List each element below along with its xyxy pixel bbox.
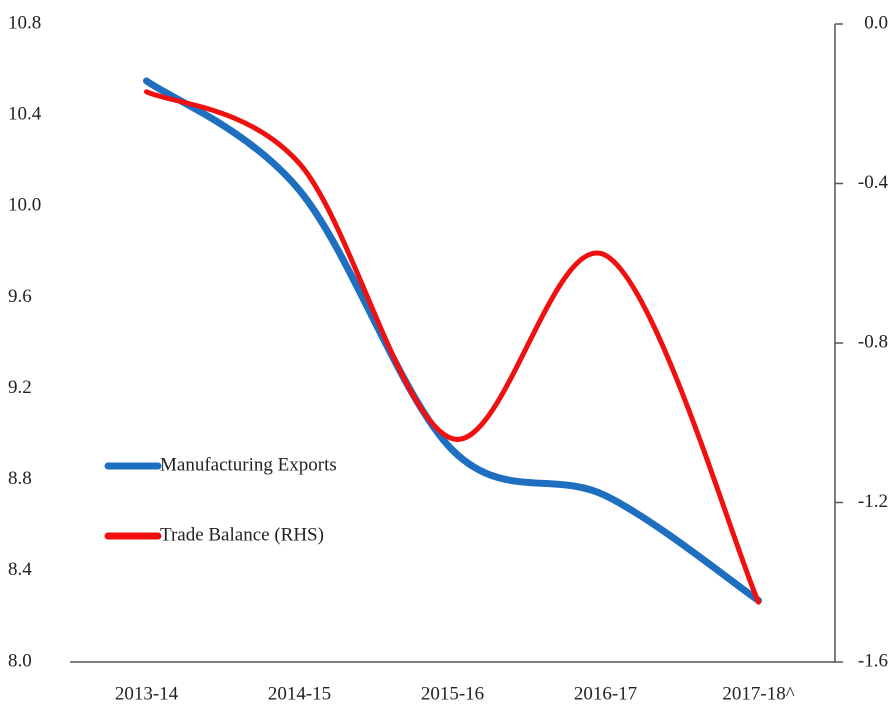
y-tick-label: 8.0 — [8, 650, 32, 671]
y-tick-label: 10.0 — [8, 195, 41, 216]
x-tick-label: 2014-15 — [268, 683, 331, 704]
y2-tick-label: -0.8 — [858, 331, 888, 352]
line-series — [143, 77, 762, 604]
y-tick-label: 8.4 — [8, 559, 32, 580]
y2-tick-label: -1.2 — [858, 491, 888, 512]
y-tick-label: 10.8 — [8, 12, 41, 33]
x-tick-label: 2013-14 — [115, 683, 179, 704]
x-tick-label: 2017-18^ — [722, 683, 794, 704]
y-tick-label: 8.8 — [8, 468, 32, 489]
legend-label: Trade Balance (RHS) — [160, 524, 324, 545]
y2-tick-label: -1.6 — [858, 650, 888, 671]
y-tick-label: 9.2 — [8, 377, 32, 398]
x-tick-label: 2015-16 — [421, 683, 484, 704]
y2-tick-label: -0.4 — [858, 172, 889, 193]
y2-tick-label: 0.0 — [864, 12, 888, 33]
y-tick-label: 10.4 — [8, 104, 42, 125]
y-tick-label: 9.6 — [8, 286, 32, 307]
line-series — [144, 89, 761, 605]
x-tick-label: 2016-17 — [574, 683, 637, 704]
legend-label: Manufacturing Exports — [160, 454, 337, 475]
